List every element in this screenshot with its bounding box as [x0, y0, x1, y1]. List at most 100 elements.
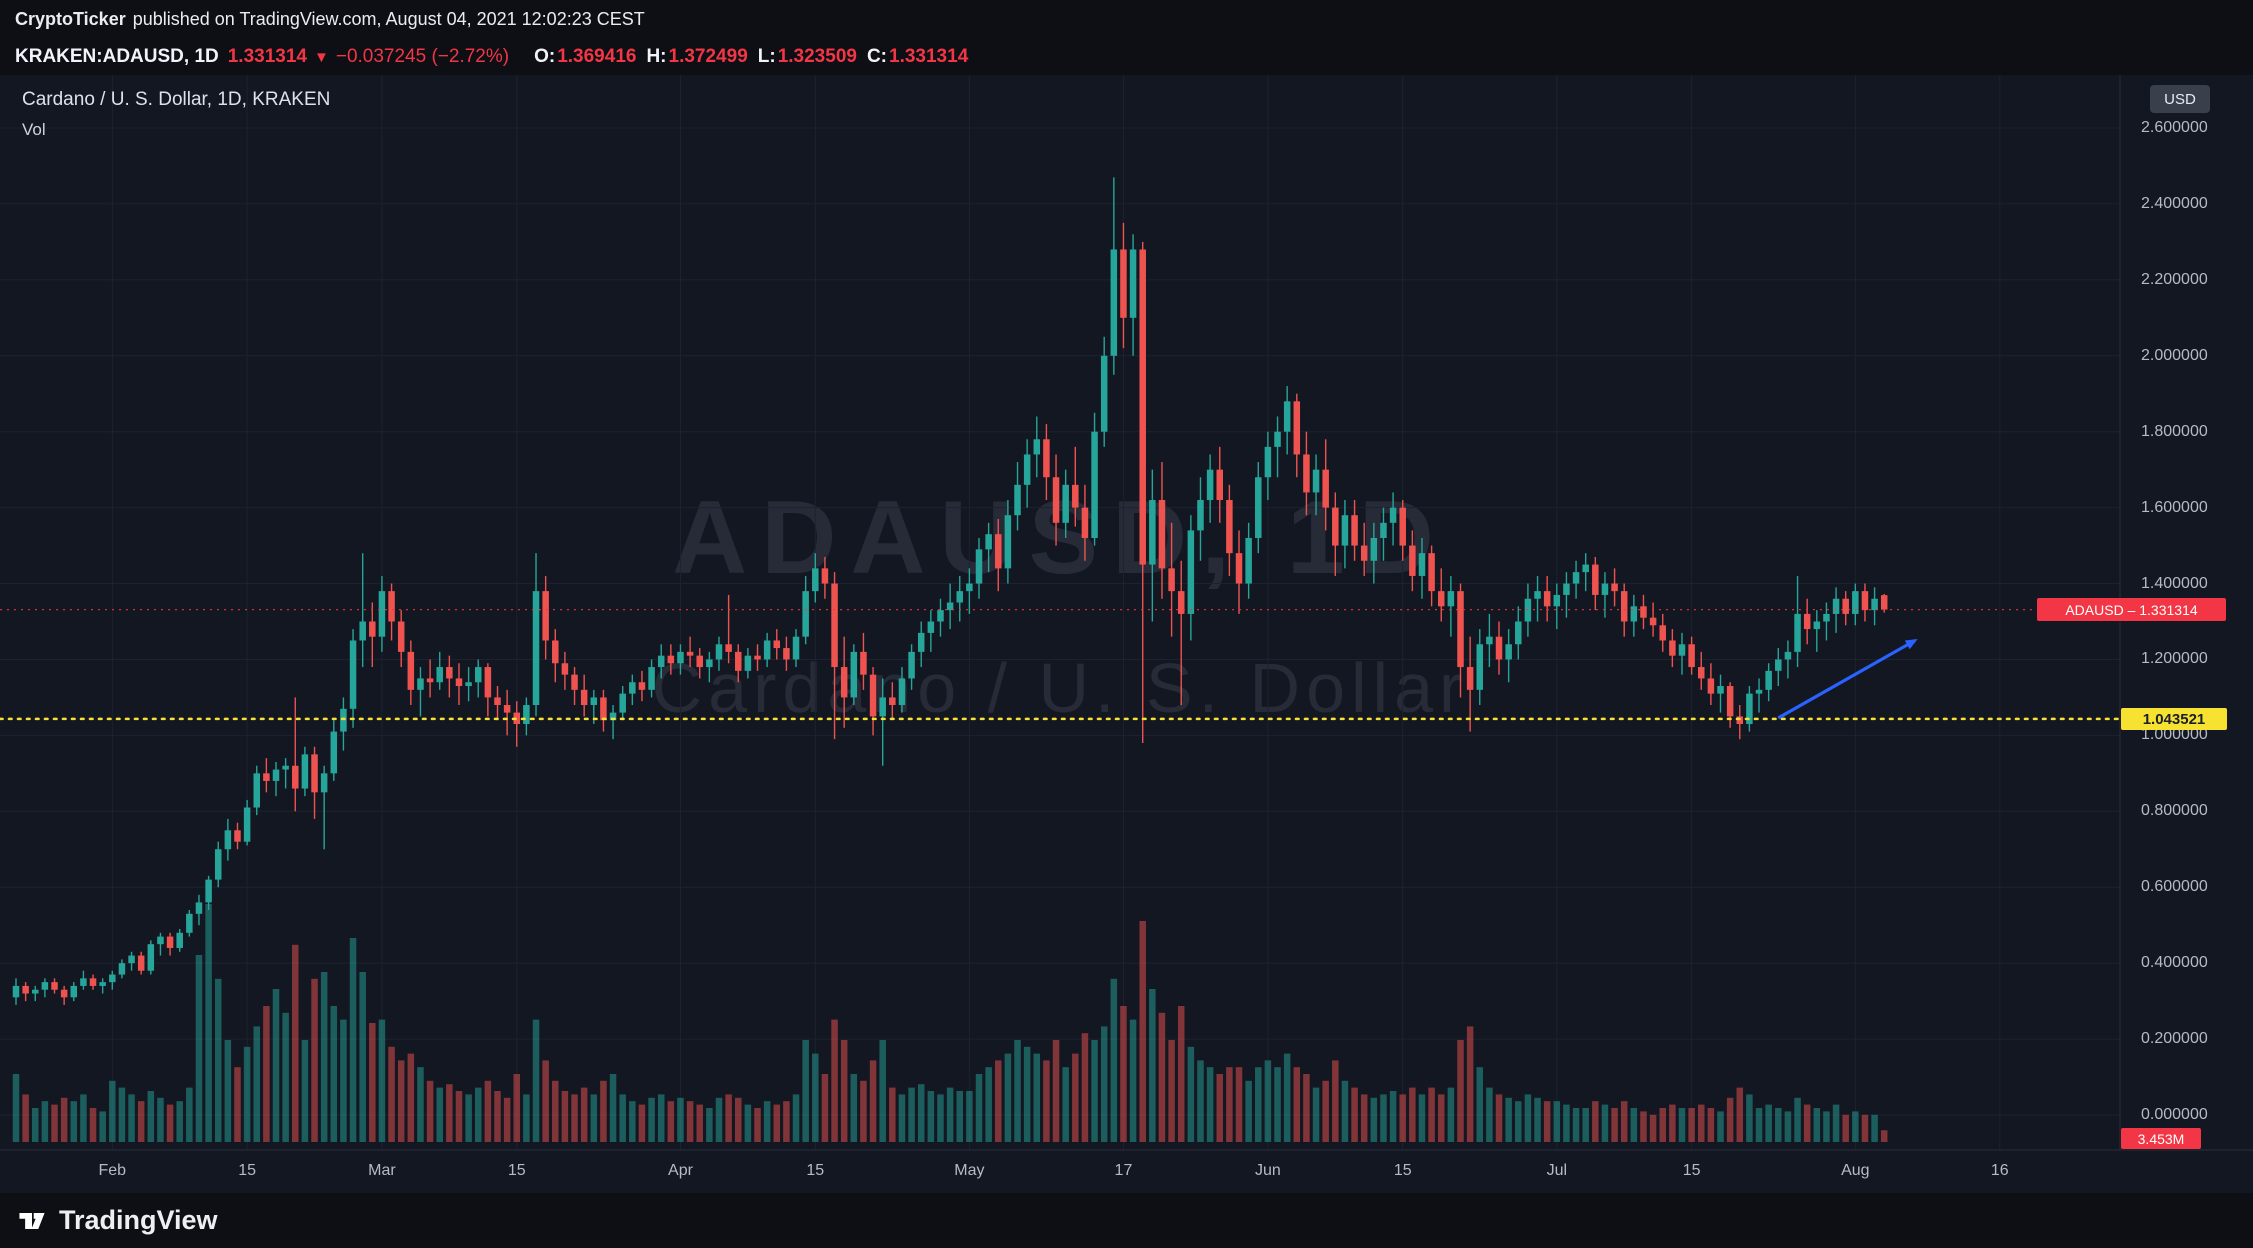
volume-bar [860, 1080, 867, 1142]
candle-body [580, 689, 588, 706]
candle-body [773, 640, 781, 649]
candle-body [1235, 553, 1243, 584]
volume-bar [263, 1006, 270, 1142]
candle-body [1486, 636, 1493, 645]
candle-body [706, 659, 713, 668]
volume-bar [744, 1104, 752, 1142]
candle-body [908, 651, 915, 679]
candle-body [1418, 553, 1426, 576]
candle-body [1187, 530, 1195, 614]
legend-symbol-title[interactable]: Cardano / U. S. Dollar, 1D, KRAKEN [22, 89, 331, 110]
candle-body [137, 955, 145, 971]
symbol-info-bar: KRAKEN:ADAUSD, 1D 1.331314 ▼ −0.037245 (… [0, 39, 968, 75]
candle-body [455, 678, 463, 687]
candle-body [1216, 469, 1223, 501]
volume-bar [715, 1097, 723, 1142]
volume-bar [1871, 1114, 1878, 1142]
tradingview-logo-icon[interactable] [16, 1205, 48, 1237]
volume-bar [580, 1087, 588, 1142]
candle-body [648, 667, 655, 690]
volume-bar [1360, 1094, 1368, 1142]
legend-volume-indicator[interactable]: Vol [22, 120, 46, 139]
volume-bar [1803, 1104, 1811, 1142]
volume-bar [292, 944, 299, 1142]
volume-bar [1582, 1108, 1589, 1142]
candle-body [821, 568, 829, 584]
volume-bar [1736, 1087, 1744, 1142]
candle-body [282, 765, 289, 770]
time-tick-label: May [954, 1162, 985, 1179]
candle-body [1149, 500, 1156, 565]
candle-body [1765, 670, 1772, 690]
candle-body [426, 678, 434, 683]
candle-body [850, 651, 858, 698]
volume-bar [1640, 1111, 1647, 1142]
volume-bar [1466, 1026, 1474, 1142]
volume-bar [889, 1087, 896, 1142]
volume-bar [60, 1097, 68, 1142]
time-axis[interactable]: Feb 15 Mar 15 Apr 15 May 17 Jun 15 Jul 15 Aug 16 [0, 1150, 2253, 1193]
volume-bar [272, 989, 280, 1142]
candle-body [860, 651, 867, 675]
time-tick-label: Apr [668, 1162, 693, 1179]
volume-bar [1524, 1094, 1532, 1142]
volume-bar [773, 1104, 781, 1142]
candle-body [388, 591, 395, 622]
candle-body [917, 632, 925, 652]
volume-bar [349, 938, 357, 1142]
candle-body [1043, 439, 1050, 478]
trend-arrow[interactable] [1777, 639, 1918, 720]
candle-body [1649, 617, 1657, 626]
volume-bar [1601, 1104, 1609, 1142]
candle-body [1197, 500, 1204, 531]
volume-bar [1177, 1006, 1185, 1142]
candle-body [552, 640, 559, 664]
candle-body [1543, 591, 1551, 607]
candle-body [629, 682, 636, 694]
candle-body [1110, 249, 1118, 356]
candle-body [465, 682, 472, 687]
candle-body [340, 708, 347, 732]
volume-bar [128, 1094, 135, 1142]
candle-body [715, 644, 723, 660]
candle-body [1755, 689, 1763, 694]
volume-bar [205, 904, 212, 1142]
price-tick-label: 2.400000 [2141, 194, 2208, 212]
candle-body [1389, 507, 1397, 523]
candle-body [966, 583, 973, 592]
volume-bar [1216, 1074, 1223, 1142]
attribution-text: published on TradingView.com, August 04,… [132, 9, 645, 29]
volume-bar [696, 1104, 703, 1142]
volume-bar [1620, 1101, 1628, 1142]
currency-toggle-button[interactable]: USD [2150, 85, 2210, 113]
volume-bar [109, 1080, 116, 1142]
candle-body [1206, 469, 1214, 501]
candle-body [1592, 564, 1599, 595]
volume-bar [1476, 1067, 1484, 1142]
volume-bar [571, 1094, 578, 1142]
candle-body [176, 932, 183, 948]
volume-bar [792, 1094, 800, 1142]
price-axis[interactable]: 2.600000 2.400000 2.200000 2.000000 1.800000… [0, 75, 2253, 1150]
volume-bar [1437, 1094, 1445, 1142]
volume-bar [1447, 1087, 1455, 1142]
volume-bar [455, 1091, 463, 1142]
high-value: 1.372499 [668, 46, 748, 67]
time-tick-label: Feb [98, 1162, 127, 1179]
volume-bar [1880, 1130, 1888, 1142]
support-level-badge: 1.043521 [2121, 708, 2227, 730]
volume-bar [1226, 1067, 1233, 1142]
candle-body [1168, 568, 1175, 592]
volume-bar [657, 1094, 665, 1142]
price-tick-label: 0.400000 [2141, 954, 2208, 972]
volume-bar [157, 1097, 164, 1142]
candle-body [657, 655, 665, 668]
price-chart-canvas[interactable] [0, 75, 2253, 1193]
time-tick-label: 15 [507, 1162, 526, 1179]
candle-body [1129, 249, 1137, 318]
symbol-name[interactable]: KRAKEN:ADAUSD, 1D [15, 46, 219, 67]
candle-body [1688, 644, 1695, 668]
candle-body [1457, 591, 1464, 668]
tradingview-brand-text[interactable]: TradingView [59, 1205, 218, 1235]
volume-bar [1418, 1094, 1426, 1142]
